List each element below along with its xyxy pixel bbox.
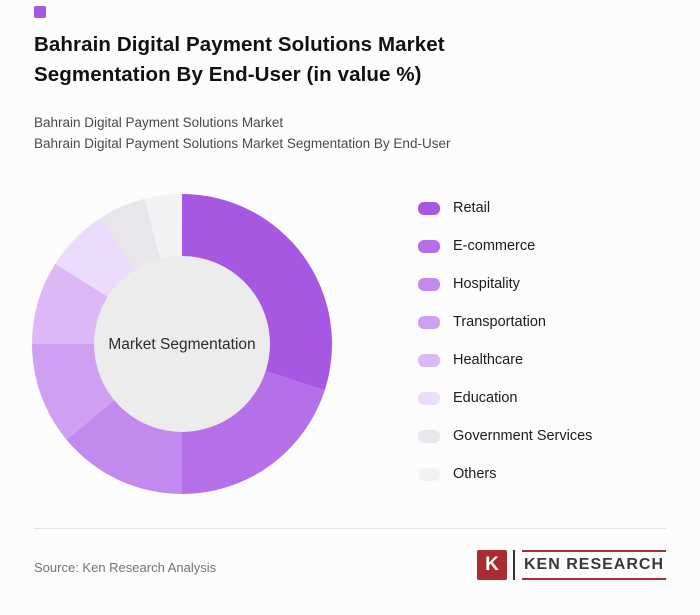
legend-item-education: Education	[418, 388, 592, 408]
legend-item-transportation: Transportation	[418, 312, 592, 332]
legend-label: Retail	[453, 200, 491, 216]
legend-item-healthcare: Healthcare	[418, 350, 592, 370]
legend-label: Healthcare	[453, 352, 524, 368]
legend-swatch-icon	[418, 353, 440, 367]
logo-text: KEN RESEARCH	[523, 556, 664, 573]
legend-item-retail: Retail	[418, 198, 592, 218]
legend-swatch-icon	[418, 239, 440, 253]
legend-label: Education	[453, 390, 518, 406]
legend-label: Government Services	[453, 428, 593, 444]
legend-swatch-icon	[418, 429, 440, 443]
page-title: Bahrain Digital Payment Solutions Market…	[34, 33, 445, 86]
legend-item-hospitality: Hospitality	[418, 274, 592, 294]
legend-swatch-icon	[418, 277, 440, 291]
donut-center-circle	[94, 256, 270, 432]
legend-swatch-icon	[418, 467, 440, 481]
legend-label: E-commerce	[453, 238, 536, 254]
legend-item-others: Others	[418, 464, 592, 484]
logo-text-wrap: KEN RESEARCH	[521, 550, 666, 580]
subtitle-block: Bahrain Digital Payment Solutions Market…	[34, 113, 654, 155]
legend-label: Hospitality	[453, 276, 520, 292]
footer-divider	[34, 528, 666, 529]
source-text: Source: Ken Research Analysis	[34, 560, 217, 575]
donut-center-label: Market Segmentation	[108, 336, 255, 353]
donut-chart: Market Segmentation	[32, 194, 333, 494]
legend-item-government-services: Government Services	[418, 426, 592, 446]
subtitle-line-2: Bahrain Digital Payment Solutions Market…	[34, 135, 451, 151]
legend-swatch-icon	[418, 201, 440, 215]
chart-legend: Retail E-commerce Hospitality Transportatio…	[418, 198, 592, 502]
ken-research-logo: K KEN RESEARCH	[476, 546, 666, 584]
donut-chart-svg: Market Segmentation	[32, 194, 333, 494]
legend-label: Others	[453, 466, 497, 482]
legend-label: Transportation	[453, 314, 546, 330]
logo-divider-bar	[512, 550, 515, 580]
logo-k-mark-icon: K	[476, 550, 507, 580]
legend-item-e-commerce: E-commerce	[418, 236, 592, 256]
legend-swatch-icon	[418, 391, 440, 405]
legend-swatch-icon	[418, 315, 440, 329]
subtitle-line-1: Bahrain Digital Payment Solutions Market	[34, 115, 284, 130]
title-accent-square-icon	[34, 6, 46, 18]
